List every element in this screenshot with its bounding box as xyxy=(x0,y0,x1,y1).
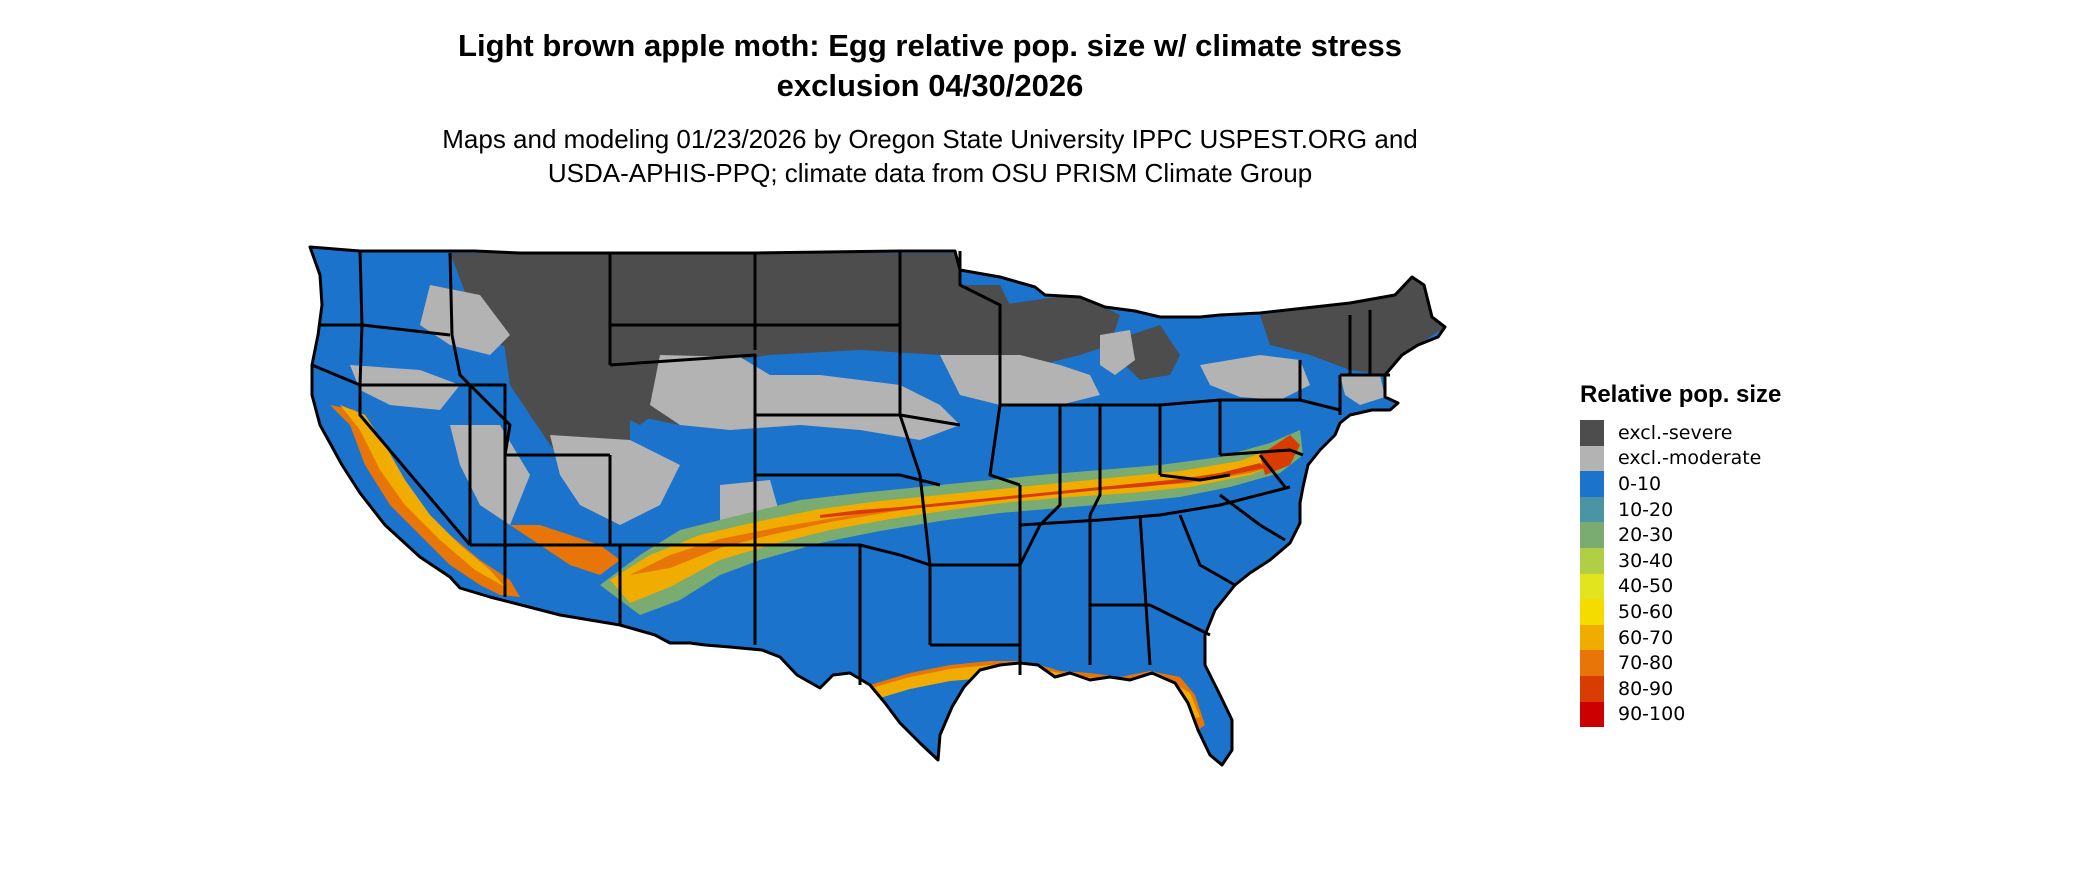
legend-item: 30-40 xyxy=(1580,547,1900,574)
legend-swatch xyxy=(1580,573,1604,600)
state-borders xyxy=(308,245,1447,767)
legend-label: excl.-moderate xyxy=(1618,447,1762,470)
legend-label: excl.-severe xyxy=(1618,421,1733,444)
legend-swatch xyxy=(1580,445,1604,472)
legend-swatch xyxy=(1580,624,1604,651)
map-subtitle-line-2: USDA-APHIS-PPQ; climate data from OSU PR… xyxy=(547,158,1313,188)
legend-item: 10-20 xyxy=(1580,496,1900,523)
map-subtitle-line-1: Maps and modeling 01/23/2026 by Oregon S… xyxy=(442,124,1418,154)
legend-label: 50-60 xyxy=(1618,600,1674,623)
map-title-line-2: exclusion 04/30/2026 xyxy=(776,68,1084,103)
legend-label: 10-20 xyxy=(1618,498,1674,521)
legend-swatch xyxy=(1580,420,1604,446)
legend-label: 30-40 xyxy=(1618,549,1674,572)
legend-swatch xyxy=(1580,675,1604,702)
map-title-line-1: Light brown apple moth: Egg relative pop… xyxy=(458,28,1402,63)
legend-swatch xyxy=(1580,496,1604,523)
legend-label: 80-90 xyxy=(1618,677,1674,700)
legend-item: 0-10 xyxy=(1580,471,1900,497)
legend-swatch xyxy=(1580,471,1604,497)
legend-title: Relative pop. size xyxy=(1580,381,1782,408)
us-map xyxy=(300,225,1560,890)
legend: Relative pop. size excl.-severe excl.-mod… xyxy=(1580,380,1900,728)
legend-swatch xyxy=(1580,522,1604,548)
legend-label: 40-50 xyxy=(1618,575,1674,598)
map-subtitle: Maps and modeling 01/23/2026 by Oregon S… xyxy=(0,122,1860,190)
legend-item: 50-60 xyxy=(1580,599,1900,625)
legend-label: 0-10 xyxy=(1618,472,1662,495)
legend-swatch xyxy=(1580,547,1604,574)
legend-items: excl.-severe excl.-moderate 0-10 10-20 20-30… xyxy=(1580,420,1900,728)
legend-swatch xyxy=(1580,599,1604,625)
legend-label: 70-80 xyxy=(1618,652,1674,675)
legend-item: 20-30 xyxy=(1580,522,1900,548)
map-title: Light brown apple moth: Egg relative pop… xyxy=(0,26,1860,106)
legend-item: 70-80 xyxy=(1580,650,1900,676)
legend-swatch xyxy=(1580,650,1604,676)
legend-item: 80-90 xyxy=(1580,675,1900,702)
us-map-svg xyxy=(308,245,1447,767)
legend-label: 90-100 xyxy=(1618,703,1686,726)
legend-item: excl.-moderate xyxy=(1580,445,1900,472)
legend-item: 60-70 xyxy=(1580,624,1900,651)
legend-item: 90-100 xyxy=(1580,701,1900,728)
legend-item: excl.-severe xyxy=(1580,420,1900,446)
legend-label: 20-30 xyxy=(1618,524,1674,547)
legend-item: 40-50 xyxy=(1580,573,1900,600)
legend-swatch xyxy=(1580,701,1604,728)
legend-label: 60-70 xyxy=(1618,626,1674,649)
